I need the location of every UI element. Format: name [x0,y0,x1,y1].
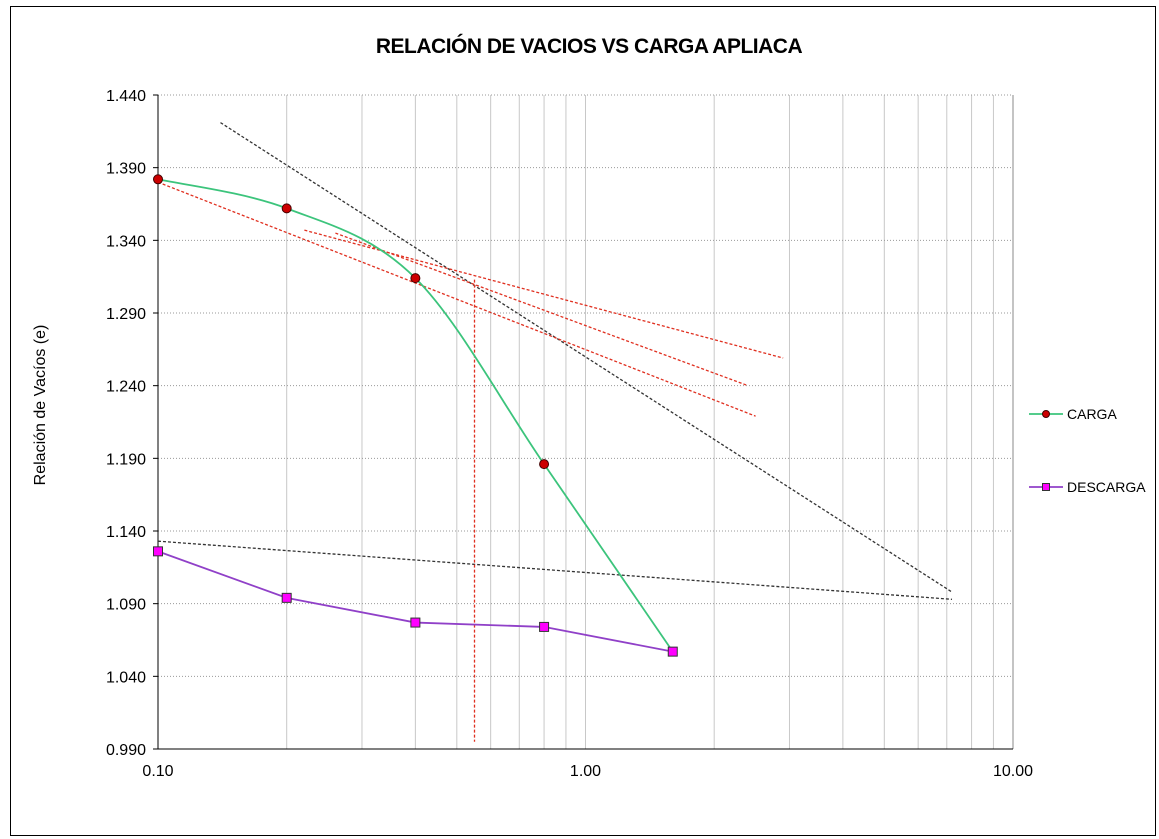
data-point-carga [539,459,550,470]
y-tick-label: 1.440 [106,88,146,105]
y-tick-label: 1.140 [106,524,146,541]
grid [157,94,1014,750]
data-point-descarga [667,646,678,657]
tick-labels: 0.990 1.040 1.090 1.140 1.190 1.240 1.290 1.340… [106,88,1033,780]
legend-marker-carga [1042,410,1050,418]
construction-line [220,122,953,593]
x-tick-label: 0.10 [142,763,173,780]
y-tick-label: 1.340 [106,233,146,250]
y-tick-label: 1.390 [106,161,146,178]
chart-frame: RELACIÓN DE VACIOS VS CARGA APLIACA Rela… [10,6,1156,836]
legend-label-carga: CARGA [1067,406,1117,422]
y-tick-label: 1.290 [106,306,146,323]
legend: CARGA DESCARGA [1029,406,1146,495]
data-point-carga [410,273,421,284]
data-point-carga [281,203,292,214]
data-point-descarga [281,592,292,603]
construction-line [335,232,749,387]
series [153,174,678,657]
x-tick-label: 1.00 [570,763,601,780]
data-point-descarga [410,617,421,628]
construction-line [157,540,953,600]
y-tick-label: 1.240 [106,379,146,396]
y-tick-label: 0.990 [106,742,146,759]
y-tick-label: 1.090 [106,597,146,614]
chart: RELACIÓN DE VACIOS VS CARGA APLIACA Rela… [32,34,1146,780]
data-point-descarga [539,621,550,632]
legend-marker-descarga [1042,483,1050,491]
y-tick-label: 1.040 [106,669,146,686]
y-tick-label: 1.190 [106,451,146,468]
data-point-descarga [153,546,163,557]
chart-title: RELACIÓN DE VACIOS VS CARGA APLIACA [376,34,803,58]
y-axis-label: Relación de Vacíos (e) [32,325,49,486]
series-line-carga [157,178,674,653]
legend-label-descarga: DESCARGA [1067,479,1146,495]
construction-lines [157,122,953,742]
data-point-carga [153,174,163,185]
x-tick-label: 10.00 [993,763,1033,780]
construction-line [157,181,756,417]
